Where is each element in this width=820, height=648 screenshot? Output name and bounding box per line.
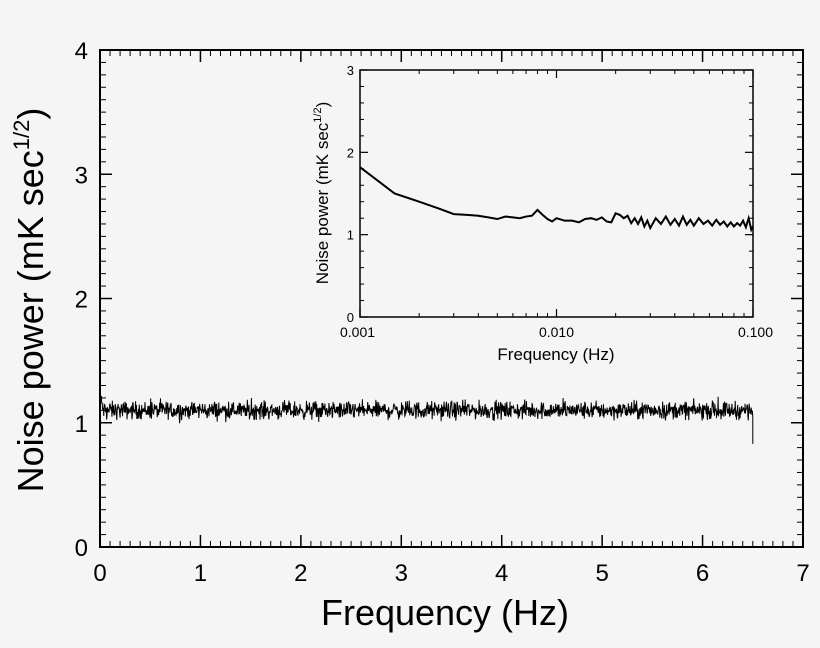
inset-plot-background <box>360 70 753 317</box>
inset-y-tick-label: 0 <box>347 310 354 325</box>
main-y-tick-label: 0 <box>75 535 88 562</box>
main-x-tick-label: 5 <box>595 560 608 587</box>
main-x-tick-label: 2 <box>294 560 307 587</box>
main-y-axis-title-close: ) <box>10 108 51 120</box>
main-x-tick-label: 3 <box>395 560 408 587</box>
inset-y-axis-title: Noise power (mK sec1/2) <box>312 102 332 285</box>
main-x-tick-label: 0 <box>93 560 106 587</box>
inset-y-axis-title-text: Noise power (mK sec <box>313 122 332 284</box>
inset-y-axis-title-sup: 1/2 <box>312 107 324 122</box>
inset-ticks <box>359 69 754 318</box>
main-x-tick-label: 6 <box>696 560 709 587</box>
main-x-tick-label: 1 <box>194 560 207 587</box>
main-series-line <box>99 395 754 444</box>
main-x-tick-label: 7 <box>796 560 809 587</box>
inset-tick-labels: 0.001 0.010 0.100 0 1 2 3 <box>340 63 773 340</box>
main-tick-labels: 0 1 2 3 4 5 6 7 0 1 2 3 4 <box>75 38 810 587</box>
main-x-axis-title: Frequency (Hz) <box>321 592 569 633</box>
main-y-axis-title-sup: 1/2 <box>9 120 34 151</box>
inset-y-tick-label: 1 <box>347 228 354 243</box>
inset-x-tick-label: 0.100 <box>738 324 773 340</box>
main-x-tick-label: 4 <box>495 560 508 587</box>
inset-x-tick-label: 0.010 <box>539 324 574 340</box>
inset-x-axis-title: Frequency (Hz) <box>497 345 614 364</box>
inset-series-line <box>359 166 754 233</box>
main-ticks <box>99 49 804 548</box>
main-y-axis-title-text: Noise power (mK sec <box>10 150 51 492</box>
main-y-tick-label: 1 <box>75 411 88 438</box>
inset-y-tick-label: 3 <box>347 63 354 78</box>
inset-x-tick-label: 0.001 <box>340 324 375 340</box>
main-y-axis-title: Noise power (mK sec1/2) <box>9 108 51 493</box>
main-y-tick-label: 4 <box>75 38 88 65</box>
main-y-tick-label: 2 <box>75 287 88 314</box>
inset-y-axis-title-close: ) <box>313 102 332 108</box>
main-y-tick-label: 3 <box>75 162 88 189</box>
inset-y-tick-label: 2 <box>347 145 354 160</box>
